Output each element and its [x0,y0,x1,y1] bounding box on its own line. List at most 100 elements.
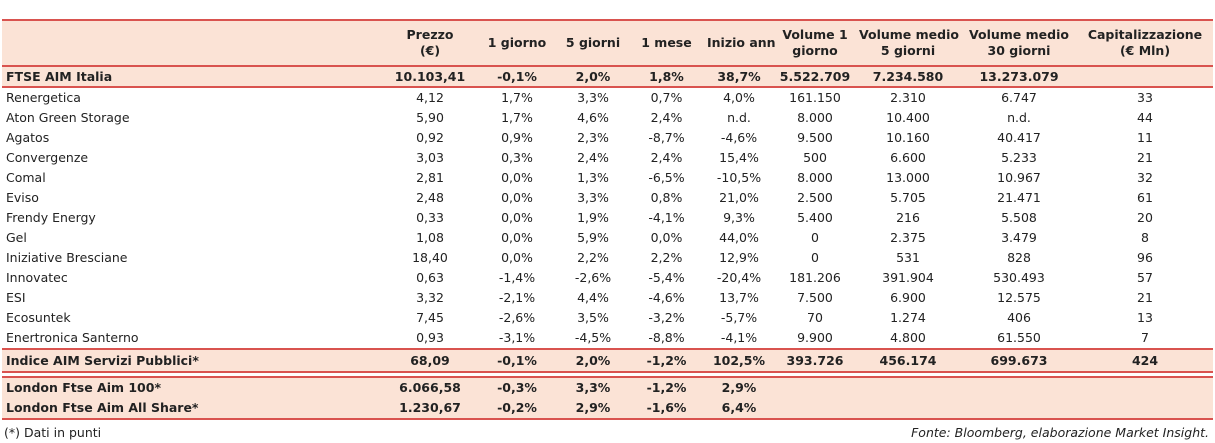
table-cell: 2,48 [416,190,444,205]
table-cell: 13.000 [886,170,930,185]
table-cell: 5,9% [577,230,609,245]
table-row: Eviso 2,48 0,0% 3,3% 0,8% 21,0% 2.500 5.705 21.4… [2,188,1213,208]
footnote: (*) Dati in punti [4,425,102,440]
table-cell: 13,7% [719,290,759,305]
table-cell: 15,4% [719,150,759,165]
table-cell: 10.400 [886,110,930,125]
table-cell: -0,1% [478,66,556,88]
table-cell: 12,9% [719,250,759,265]
table-cell: 424 [1077,348,1213,373]
table-cell: 6.066,58 [382,376,478,398]
table-cell: 10.160 [886,130,930,145]
table-cell: 11 [1137,130,1153,145]
table-cell: 699.673 [961,348,1077,373]
table-cell: 20 [1137,210,1153,225]
table-cell: -2,1% [498,290,536,305]
table-cell: 0,92 [416,130,444,145]
table-cell: 3,03 [416,150,444,165]
table-cell: 2,81 [416,170,444,185]
table-row: Agatos 0,92 0,9% 2,3% -8,7% -4,6% 9.500 10.160 4… [2,128,1213,148]
table-cell: -4,1% [720,330,758,345]
table-cell: 7.500 [797,290,833,305]
table-cell: -3,2% [648,310,685,325]
table-cell: -8,8% [648,330,685,345]
table-cell: 181.206 [789,270,841,285]
table-cell: 96 [1137,250,1153,265]
table-cell: 2,4% [650,110,683,125]
column-header: Inizio anno [703,19,775,67]
row-label: London Ftse Aim All Share* [2,398,382,420]
row-label: Iniziative Bresciane [6,250,128,265]
table-cell: 3,3% [556,376,630,398]
table-cell: 8 [1141,230,1149,245]
table-row: Enertronica Santerno 0,93 -3,1% -4,5% -8,8% -… [2,328,1213,349]
table-cell: 0 [811,230,819,245]
table-cell: 3,32 [416,290,444,305]
table-row: Frendy Energy 0,33 0,0% 1,9% -4,1% 9,3% 5.400 2… [2,208,1213,228]
table-cell [1077,376,1213,398]
table-cell: 2.310 [890,90,926,105]
table-cell [961,398,1077,420]
row-label: FTSE AIM Italia [2,66,382,88]
table-cell: 6.600 [890,150,926,165]
table-cell: 13 [1137,310,1153,325]
table-cell: 2,4% [650,150,683,165]
table-cell: -10,5% [716,170,762,185]
table-cell: 5.705 [890,190,926,205]
table-cell: 2,2% [577,250,609,265]
table-cell: 3,3% [577,90,609,105]
table-cell: -3,1% [498,330,536,345]
table-cell: 3.479 [1001,230,1037,245]
table-cell: 38,7% [703,66,775,88]
table-row: Ecosuntek 7,45 -2,6% 3,5% -3,2% -5,7% 70 1.274 4… [2,308,1213,328]
row-label: Agatos [6,130,50,145]
table-cell: -4,6% [648,290,685,305]
column-header: Volume 1 giorno [775,19,855,67]
table-cell: 6,4% [703,398,775,420]
table-row: Comal 2,81 0,0% 1,3% -6,5% -10,5% 8.000 13.000 1… [2,168,1213,188]
main-index-row: FTSE AIM Italia 10.103,41 -0,1% 2,0% 1,8% 38,… [2,66,1213,88]
source-note: Fonte: Bloomberg, elaborazione Market In… [911,425,1209,440]
table-cell: 216 [896,210,920,225]
table-cell: 393.726 [775,348,855,373]
table-cell: 391.904 [882,270,934,285]
table-cell: 21 [1137,150,1153,165]
table-cell: 1,08 [416,230,444,245]
table-cell: -2,6% [574,270,612,285]
table-cell: -4,5% [574,330,612,345]
table-cell: 5,90 [416,110,444,125]
table-cell: 8.000 [797,170,833,185]
table-cell: -5,4% [648,270,685,285]
row-label: Aton Green Storage [6,110,130,125]
column-header [2,19,382,67]
table-cell: 0 [811,250,819,265]
table-cell [1077,66,1213,88]
table-cell: 12.575 [997,290,1041,305]
table-cell: n.d. [727,110,751,125]
table-cell: 6.747 [1001,90,1037,105]
table-cell: 32 [1137,170,1153,185]
table-cell: 3,3% [577,190,609,205]
table-cell: 4,12 [416,90,444,105]
table-cell: 0,33 [416,210,444,225]
table-cell: 2,9% [556,398,630,420]
table-cell: -2,6% [498,310,536,325]
table-cell: 33 [1137,90,1153,105]
table-cell: 0,9% [501,130,533,145]
table-cell: 18,40 [412,250,448,265]
table-cell: -6,5% [648,170,685,185]
table-cell: -20,4% [716,270,762,285]
table-cell: 1,7% [501,90,533,105]
table-cell: 4,6% [577,110,609,125]
table-cell: 44 [1137,110,1153,125]
table-cell: 406 [1007,310,1031,325]
table-cell: 9.900 [797,330,833,345]
table-row: Iniziative Bresciane 18,40 0,0% 2,2% 2,2% 12,… [2,248,1213,268]
table-cell: 9,3% [723,210,755,225]
table-cell: 0,0% [650,230,683,245]
table-cell: 5.522.709 [775,66,855,88]
table-cell: 2,0% [556,348,630,373]
table-cell: 2,4% [577,150,609,165]
table-cell: 1,3% [577,170,609,185]
